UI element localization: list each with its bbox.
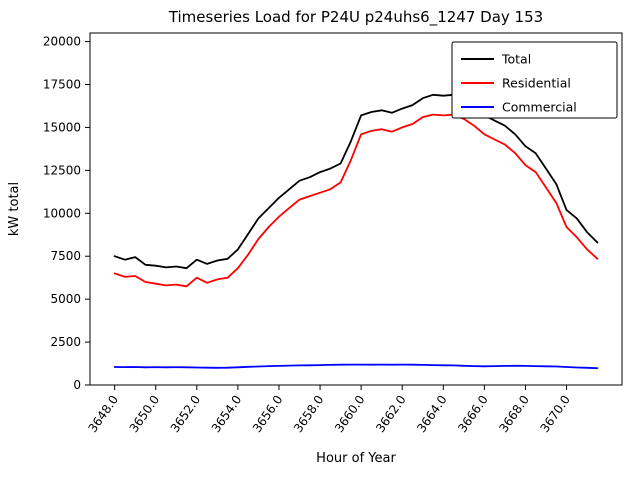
x-tick-label: 3668.0 bbox=[496, 393, 532, 435]
x-tick-label: 3664.0 bbox=[414, 393, 450, 435]
series-layer bbox=[113, 93, 599, 370]
legend-label-residential: Residential bbox=[502, 76, 571, 91]
series-line-residential bbox=[113, 113, 599, 288]
y-tick-label: 17500 bbox=[43, 78, 81, 92]
y-tick-label: 7500 bbox=[50, 249, 81, 263]
x-tick-label: 3660.0 bbox=[332, 393, 368, 435]
chart-title: Timeseries Load for P24U p24uhs6_1247 Da… bbox=[168, 8, 543, 27]
legend: Total Residential Commercial bbox=[451, 41, 618, 119]
legend-label-total: Total bbox=[501, 52, 531, 67]
y-tick-label: 20000 bbox=[43, 35, 81, 49]
y-tick-label: 15000 bbox=[43, 120, 81, 134]
x-axis-label: Hour of Year bbox=[316, 451, 396, 466]
x-tick-label: 3658.0 bbox=[291, 393, 327, 435]
x-tick-label: 3666.0 bbox=[455, 393, 491, 435]
series-line-total bbox=[113, 93, 599, 270]
y-axis-label: kW total bbox=[7, 182, 22, 236]
y-tick-label: 2500 bbox=[50, 335, 81, 349]
y-tick-label: 5000 bbox=[50, 292, 81, 306]
x-tick-label: 3656.0 bbox=[250, 393, 286, 435]
legend-box bbox=[451, 41, 618, 119]
axes-frame bbox=[89, 32, 623, 386]
x-tick-label: 3654.0 bbox=[209, 393, 245, 435]
x-tick-label: 3650.0 bbox=[127, 393, 163, 435]
y-tick-label: 0 bbox=[73, 378, 81, 392]
y-tick-label: 12500 bbox=[43, 163, 81, 177]
x-tick-label: 3652.0 bbox=[168, 393, 204, 435]
series-line-commercial bbox=[113, 363, 599, 370]
x-tick-label: 3648.0 bbox=[86, 393, 122, 435]
x-tick-label: 3662.0 bbox=[373, 393, 409, 435]
x-tick-label: 3670.0 bbox=[537, 393, 573, 435]
y-tick-label: 10000 bbox=[43, 206, 81, 220]
legend-label-commercial: Commercial bbox=[502, 100, 577, 115]
